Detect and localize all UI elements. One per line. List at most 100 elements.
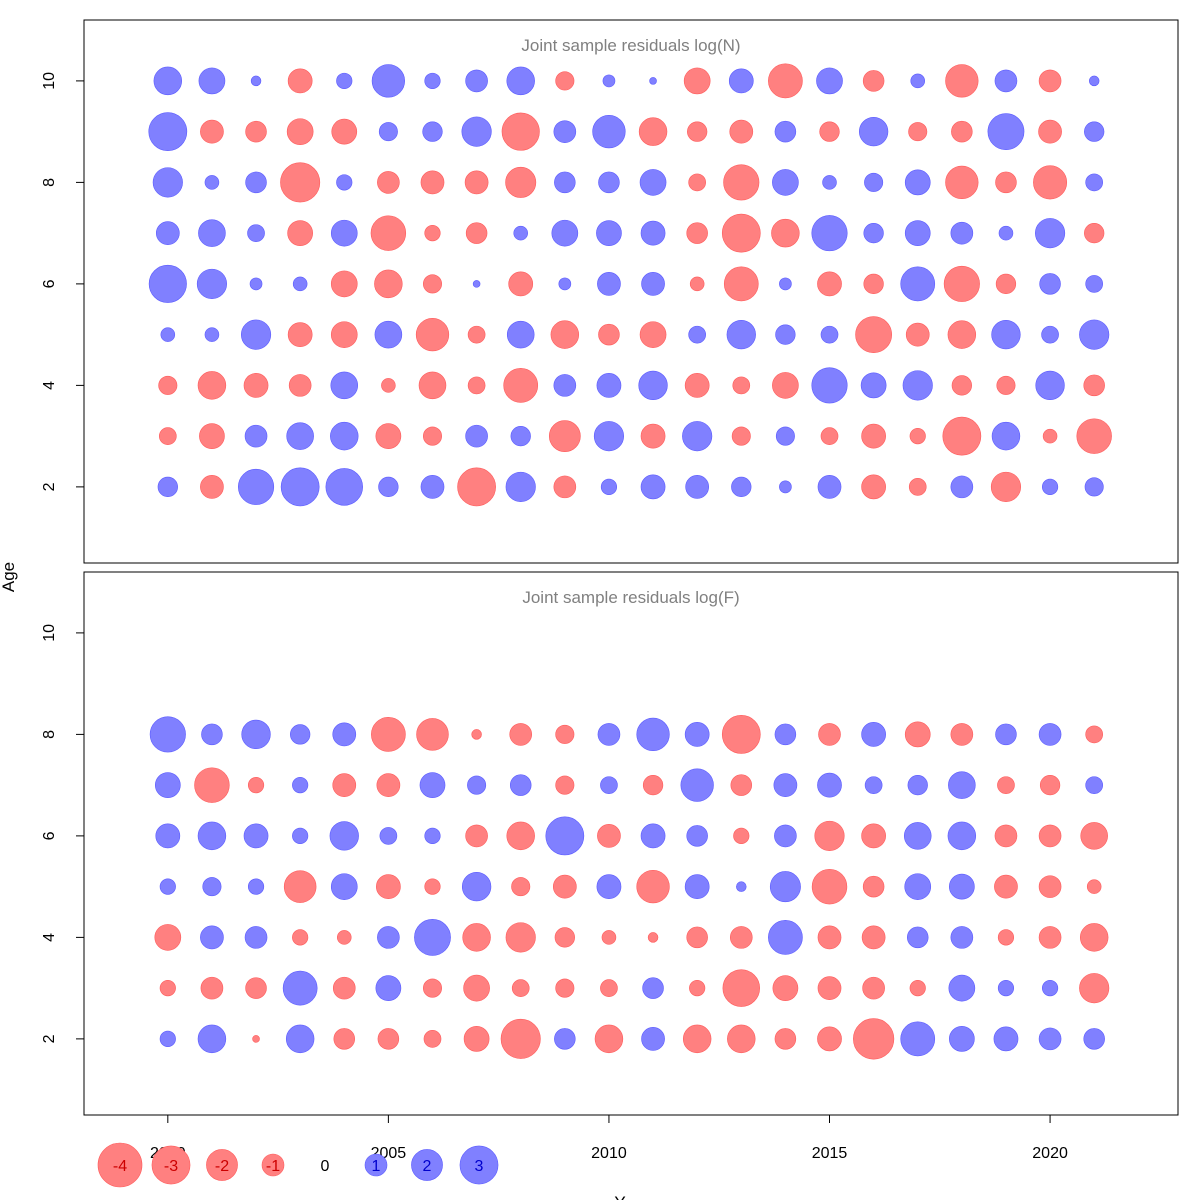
bubble: [332, 722, 357, 747]
bubble: [814, 820, 845, 851]
bubble: [506, 66, 535, 96]
bubble: [292, 929, 309, 946]
bubble: [1084, 121, 1105, 142]
bubble: [910, 73, 925, 89]
bubble: [594, 1024, 624, 1054]
bubble: [558, 277, 572, 291]
bubble: [731, 476, 752, 498]
bubble: [1039, 273, 1061, 295]
bubble: [596, 220, 622, 246]
bubble: [244, 926, 268, 949]
bubble: [1076, 418, 1112, 454]
bubble: [689, 276, 705, 292]
bubble: [148, 264, 187, 303]
bubble: [997, 929, 1015, 946]
bubble: [330, 371, 359, 400]
bubble: [462, 923, 491, 952]
bubble: [198, 219, 226, 247]
bubble: [995, 273, 1017, 295]
bubble: [1038, 1027, 1062, 1051]
bubble: [723, 164, 760, 201]
bubble: [152, 167, 183, 198]
bubble: [197, 1024, 227, 1054]
bubble: [819, 121, 840, 142]
bubble: [861, 474, 886, 500]
bubble: [240, 319, 272, 350]
bubble: [598, 323, 620, 346]
bubble: [157, 476, 178, 498]
bubble: [287, 68, 313, 94]
bubble: [687, 121, 708, 142]
legend-bubble: [411, 1149, 443, 1181]
bubble: [158, 427, 177, 445]
bubble: [555, 71, 575, 91]
bubble: [774, 723, 797, 746]
bubble: [280, 467, 320, 507]
bubble: [768, 63, 803, 99]
bubble: [947, 320, 977, 349]
bubble: [861, 925, 886, 950]
bubble: [640, 220, 666, 246]
bubble: [332, 773, 357, 797]
bubble: [465, 424, 488, 448]
bubble: [817, 475, 842, 499]
y-tick-label: 10: [41, 624, 58, 642]
bubble: [463, 974, 490, 1002]
bubble: [376, 773, 401, 797]
bubble: [1038, 824, 1062, 848]
bubble: [249, 277, 263, 291]
bubble: [374, 320, 403, 349]
bubble: [337, 930, 352, 945]
bubble: [511, 979, 530, 997]
bubble: [684, 722, 710, 747]
bubble: [902, 370, 933, 401]
bubble: [996, 375, 1016, 395]
bubble: [779, 480, 792, 494]
bubble: [331, 118, 358, 145]
bubble: [640, 423, 666, 449]
bubble: [554, 1028, 576, 1050]
bubble: [554, 171, 576, 194]
bubble: [861, 423, 886, 449]
bubble: [1038, 69, 1062, 93]
bubble: [995, 723, 1017, 746]
bubble: [202, 877, 222, 897]
bubble: [422, 426, 442, 446]
bubble: [508, 271, 534, 297]
bubble: [998, 225, 1014, 241]
bubble: [332, 976, 356, 1000]
bubble: [197, 371, 227, 400]
y-axis-label: Age: [0, 562, 18, 592]
bubble: [642, 775, 664, 796]
bubble: [286, 118, 314, 145]
legend-bubble: [97, 1142, 143, 1188]
y-tick-label: 6: [41, 831, 58, 840]
bubble: [772, 169, 799, 196]
legend-label: -3: [164, 1158, 178, 1175]
bubble: [602, 74, 616, 88]
bubble: [684, 874, 710, 899]
legend-bubble: [364, 1153, 388, 1177]
bubble: [769, 871, 801, 903]
bubble: [378, 476, 399, 498]
bubble: [636, 870, 670, 904]
bubble: [374, 269, 403, 299]
bubble: [160, 327, 176, 342]
bubble: [548, 420, 581, 452]
bubble: [292, 777, 309, 794]
bubble: [900, 266, 936, 302]
bubble: [510, 425, 531, 447]
bubble: [641, 1027, 665, 1051]
bubble: [325, 468, 363, 506]
bubble: [951, 120, 973, 143]
legend-label: 2: [423, 1158, 432, 1175]
bubble: [553, 374, 577, 397]
bubble: [200, 119, 224, 144]
legend-label: -2: [215, 1158, 229, 1175]
bubble: [863, 273, 884, 295]
bubble: [905, 322, 930, 347]
bubble: [511, 877, 531, 897]
bubble: [1038, 926, 1062, 949]
bubble: [904, 169, 931, 196]
bubble: [465, 69, 488, 93]
